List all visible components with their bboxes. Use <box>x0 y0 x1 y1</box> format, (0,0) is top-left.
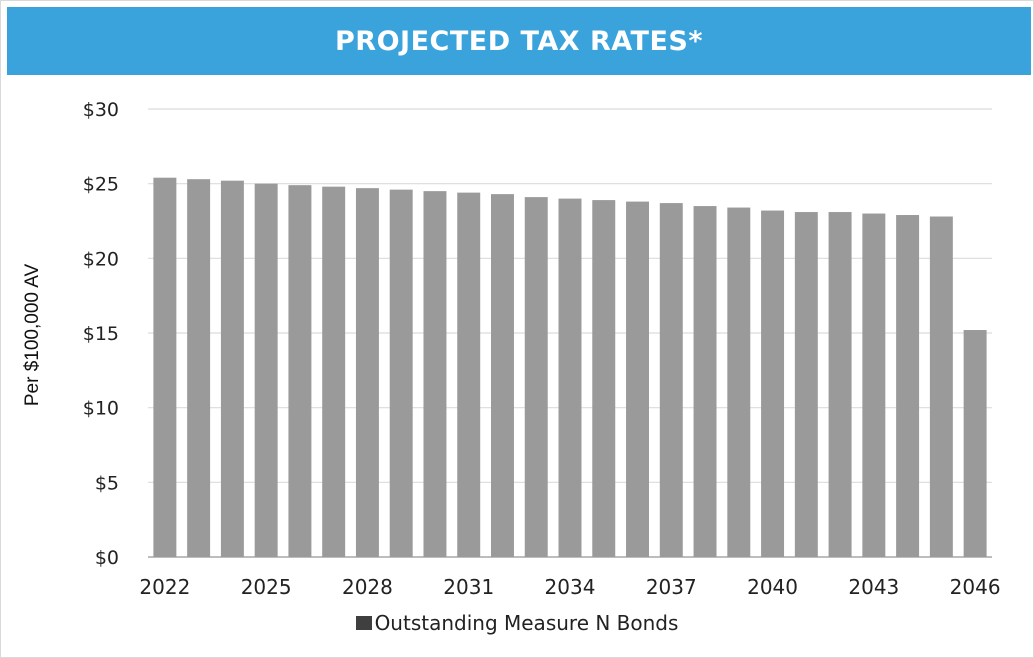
x-tick-label: 2028 <box>342 575 393 599</box>
bar <box>963 330 987 557</box>
y-tick-label: $25 <box>83 174 119 196</box>
x-tick-label: 2046 <box>950 575 1001 599</box>
y-axis-ticks: $30 $25 $20 $15 $10 $5 $0 <box>83 99 119 569</box>
y-tick-label: $20 <box>83 248 119 270</box>
bar <box>355 188 379 557</box>
bar <box>896 215 920 557</box>
bar <box>423 191 447 557</box>
x-tick-label: 2037 <box>646 575 697 599</box>
bar <box>828 212 852 558</box>
bar <box>491 194 514 557</box>
x-tick-label: 2031 <box>443 575 494 599</box>
y-tick-label: $30 <box>83 99 119 121</box>
bar <box>693 206 717 558</box>
y-tick-label: $5 <box>95 472 119 494</box>
bar <box>153 177 177 557</box>
bar <box>322 186 346 558</box>
legend-label: Outstanding Measure N Bonds <box>374 611 679 635</box>
x-axis-ticks: 2022 2025 2028 2031 2034 2037 2040 2043 2046 <box>139 575 1000 599</box>
bar <box>389 189 413 557</box>
x-tick-label: 2022 <box>139 575 190 599</box>
bar <box>457 192 481 558</box>
bar <box>288 185 312 557</box>
bar <box>862 213 886 558</box>
bars <box>153 177 987 558</box>
bar <box>761 210 785 557</box>
bar <box>254 183 278 557</box>
bar <box>592 200 616 558</box>
chart-title: PROJECTED TAX RATES* <box>7 7 1031 75</box>
y-tick-label: $15 <box>83 323 119 345</box>
x-tick-label: 2025 <box>241 575 292 599</box>
y-tick-label: $10 <box>83 398 119 420</box>
bar <box>558 198 582 557</box>
bar <box>659 203 683 557</box>
bar <box>626 201 649 557</box>
bar <box>929 216 953 557</box>
legend-swatch <box>355 616 372 630</box>
bar <box>727 207 751 557</box>
y-axis-label: Per $100,000 AV <box>22 264 43 407</box>
x-tick-label: 2040 <box>747 575 798 599</box>
x-tick-label: 2043 <box>848 575 899 599</box>
bar <box>187 179 211 558</box>
legend: Outstanding Measure N Bonds <box>0 611 1034 635</box>
x-tick-label: 2034 <box>545 575 596 599</box>
bar <box>220 180 244 557</box>
y-tick-label: $0 <box>95 547 119 569</box>
bar <box>524 197 548 557</box>
bar <box>794 212 818 558</box>
